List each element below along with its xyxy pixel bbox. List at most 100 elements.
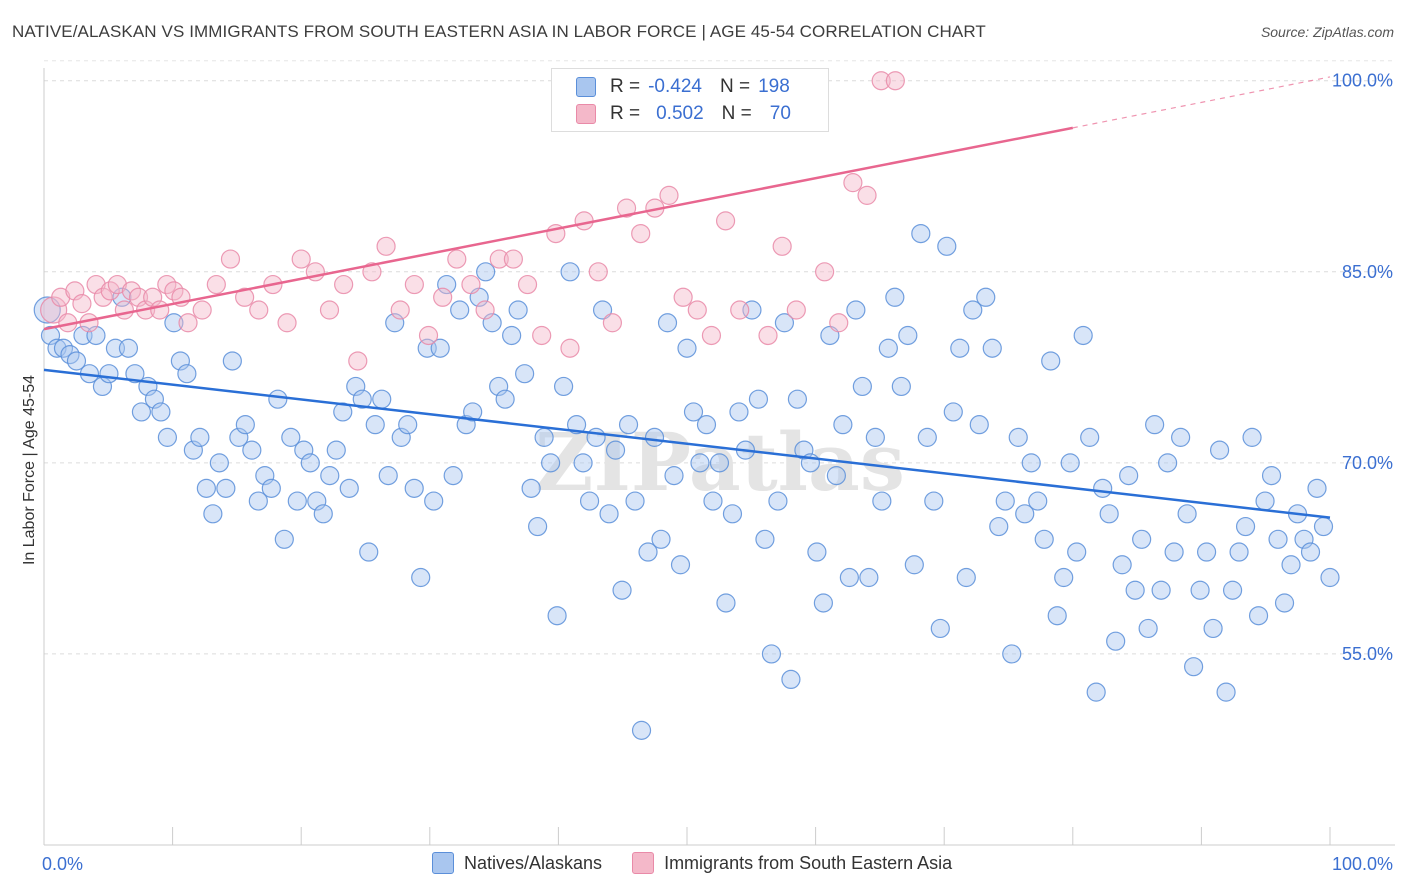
immigrant-point: [588, 262, 608, 282]
native-point: [657, 313, 678, 333]
immigrant-point: [715, 211, 736, 231]
immigrant-point: [433, 287, 453, 307]
native-point: [1229, 542, 1249, 562]
r-value: -0.424: [648, 76, 702, 97]
native-point: [1125, 580, 1145, 600]
native-point: [943, 402, 963, 422]
immigrant-point: [277, 313, 297, 333]
native-point: [1073, 325, 1093, 346]
immigrant-point: [659, 185, 679, 205]
native-point: [638, 542, 658, 562]
native-point: [281, 427, 301, 447]
native-point: [618, 415, 639, 435]
immigrant-point: [815, 262, 835, 282]
native-point: [950, 338, 970, 358]
native-point: [1145, 415, 1165, 435]
native-point: [235, 415, 255, 435]
immigrant-point: [857, 185, 877, 205]
immigrant-point: [786, 300, 806, 320]
native-point: [859, 567, 879, 588]
native-point: [865, 427, 885, 447]
native-point: [1158, 453, 1178, 473]
native-point: [729, 402, 749, 422]
chart-title: NATIVE/ALASKAN VS IMMIGRANTS FROM SOUTH …: [12, 22, 986, 41]
native-point: [1106, 631, 1126, 651]
native-point: [878, 338, 898, 358]
natives-trend-line: [43, 368, 1331, 519]
native-point: [1008, 427, 1028, 447]
native-point: [404, 478, 424, 498]
native-point: [1216, 682, 1236, 702]
native-point: [242, 440, 262, 460]
native-point: [450, 300, 470, 320]
native-point: [534, 427, 554, 447]
native-point: [566, 415, 587, 435]
immigrant-point: [362, 262, 382, 282]
native-point: [898, 325, 918, 346]
native-point: [683, 402, 704, 422]
native-point: [891, 376, 911, 397]
native-point: [703, 491, 723, 511]
native-point: [924, 491, 944, 511]
native-point: [709, 453, 730, 473]
native-point: [917, 427, 937, 447]
immigrant-point: [829, 313, 849, 333]
native-point: [1209, 440, 1230, 460]
native-point: [1261, 466, 1282, 486]
native-point: [1248, 606, 1269, 626]
native-point: [1060, 453, 1080, 473]
legend-item-immigrants: Immigrants from South Eastern Asia: [632, 852, 952, 874]
native-point: [826, 466, 846, 486]
immigrant-point: [114, 300, 134, 320]
native-point: [1184, 657, 1204, 677]
stats-row-immigrants: R = 0.502 N = 70: [576, 101, 791, 127]
native-point: [995, 491, 1015, 511]
native-point: [982, 338, 1002, 358]
native-point: [969, 415, 989, 435]
native-point: [495, 389, 515, 409]
immigrant-point: [376, 236, 396, 256]
native-point: [1190, 580, 1210, 600]
native-point: [1235, 516, 1256, 537]
native-point: [1067, 542, 1087, 562]
native-point: [1015, 504, 1035, 524]
native-point: [1203, 618, 1223, 639]
native-point: [1196, 542, 1217, 562]
native-point: [528, 516, 548, 537]
native-point: [612, 580, 632, 600]
native-point: [352, 389, 372, 409]
immigrant-point: [107, 274, 127, 295]
immigrant-point: [503, 249, 523, 269]
native-point: [430, 338, 450, 358]
native-point: [1093, 478, 1113, 498]
immigrant-point: [687, 300, 707, 320]
native-point: [385, 313, 405, 333]
native-point: [541, 453, 561, 473]
immigrants-trend-extension: [1072, 76, 1331, 129]
native-point: [1177, 504, 1197, 524]
native-point: [833, 415, 853, 435]
natives-swatch: [576, 77, 596, 97]
native-point: [151, 402, 171, 422]
native-point: [937, 236, 957, 256]
immigrant-point: [772, 236, 792, 256]
native-point: [547, 606, 567, 626]
immigrant-point: [843, 173, 863, 193]
immigrant-point: [51, 287, 71, 307]
immigrant-point: [220, 249, 241, 269]
native-point: [560, 262, 580, 282]
native-point: [813, 593, 833, 613]
immigrant-point: [475, 300, 495, 320]
native-point: [586, 427, 606, 447]
native-point: [872, 491, 892, 511]
native-point: [690, 453, 710, 473]
native-point: [781, 669, 801, 690]
native-point: [105, 338, 126, 358]
immigrant-point: [730, 300, 750, 320]
native-point: [963, 300, 983, 320]
immigrant-point: [631, 223, 651, 244]
native-point: [521, 478, 541, 498]
native-point: [1099, 504, 1119, 524]
native-point: [651, 529, 671, 549]
